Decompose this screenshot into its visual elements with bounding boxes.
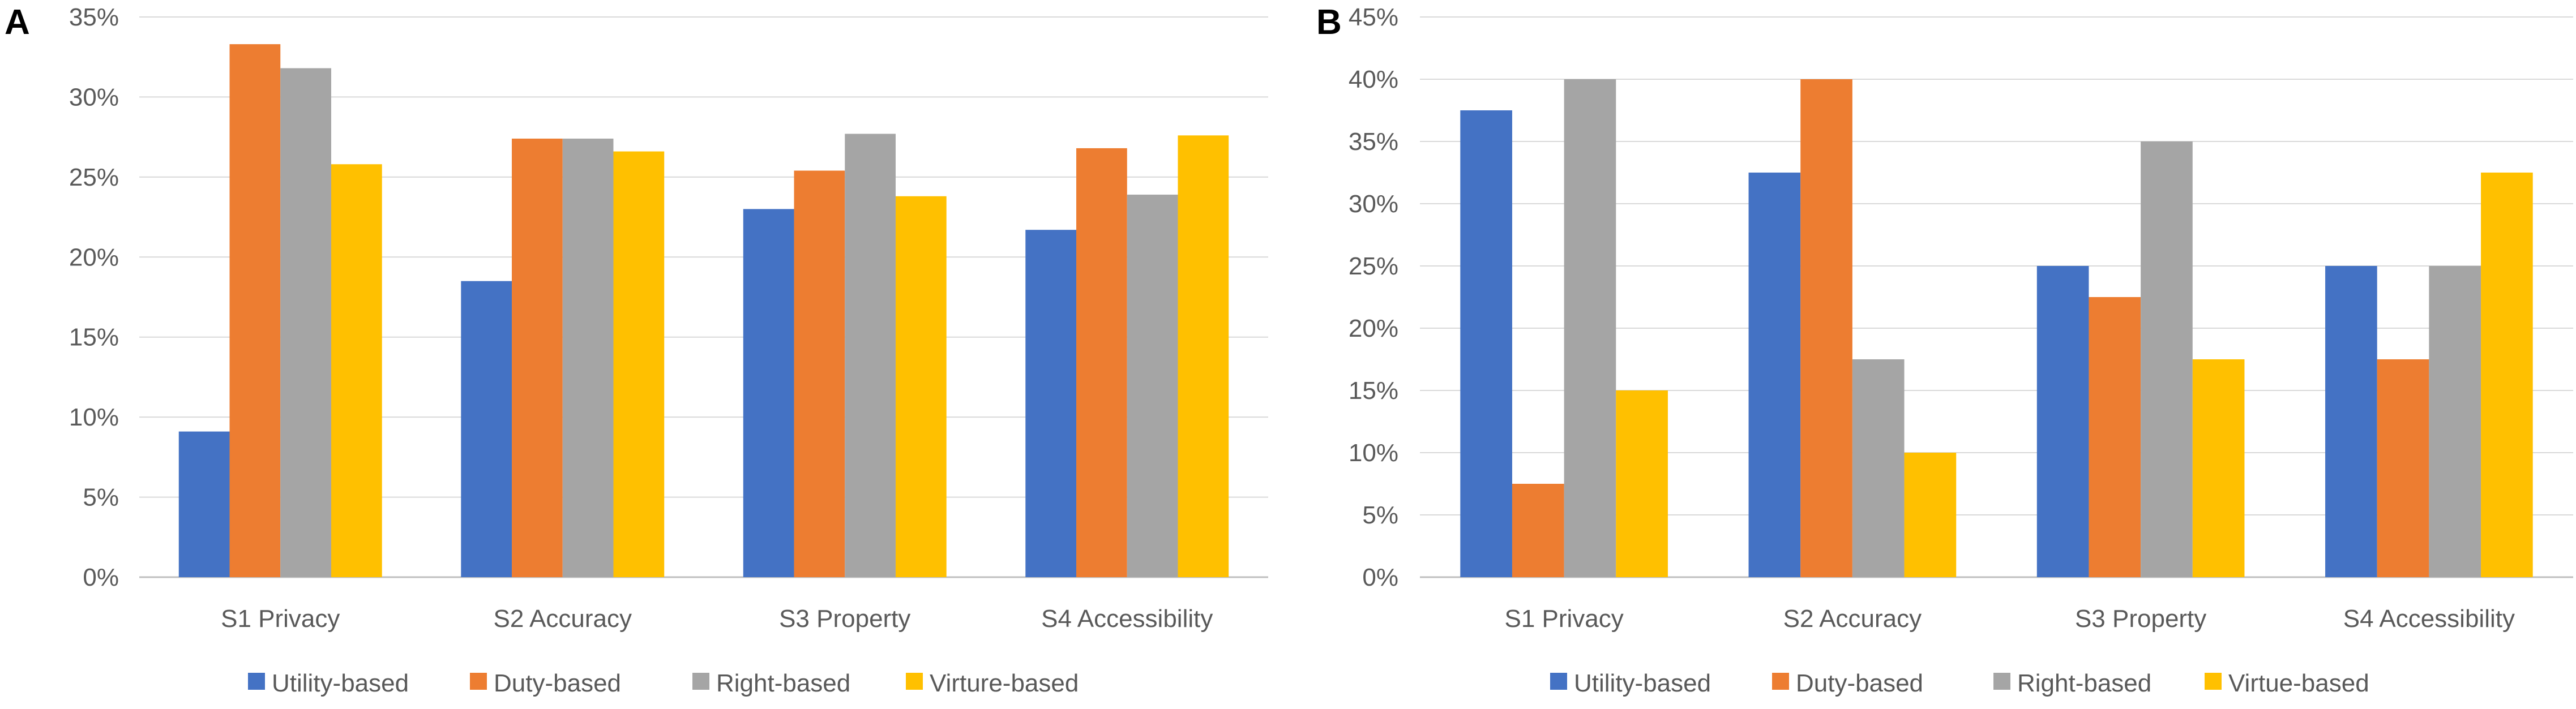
y-tick-label: 35% — [1349, 128, 1398, 156]
bar — [2036, 266, 2089, 577]
bar — [2481, 173, 2533, 577]
y-tick-label: 40% — [1349, 66, 1398, 93]
bar — [2429, 266, 2481, 577]
legend-label: Virture-based — [930, 669, 1079, 697]
panel-label: A — [5, 3, 30, 42]
bar — [1748, 173, 1801, 577]
chart-panel-b: B 0% 5% 10% 15% 20% 25% 30% 35% 40% 45% S1 Privacy S… — [1316, 3, 2573, 697]
bar — [1800, 79, 1852, 577]
chart-panel-a: A 0% 5% 10% 15% 20% 25% 30% 35% S1 Privacy S2 Accu… — [5, 3, 1268, 697]
y-tick-label: 10% — [69, 403, 119, 431]
panel-label: B — [1316, 3, 1342, 42]
legend-label: Virtue-based — [2228, 669, 2369, 697]
category-label: S2 Accuracy — [493, 605, 632, 633]
bar — [1025, 230, 1077, 577]
bar — [1564, 79, 1616, 577]
y-tick-label: 10% — [1349, 439, 1398, 467]
legend-swatch — [1993, 673, 2010, 690]
y-tick-label: 5% — [1362, 501, 1398, 529]
legend-swatch — [692, 673, 709, 690]
y-tick-label: 25% — [69, 164, 119, 191]
bar — [1852, 359, 1905, 577]
y-tick-label: 15% — [1349, 377, 1398, 405]
legend-swatch — [248, 673, 265, 690]
bar — [1460, 110, 1512, 577]
bar — [743, 209, 794, 577]
bar — [1127, 194, 1178, 577]
bar — [895, 196, 947, 577]
y-tick-label: 15% — [69, 324, 119, 351]
y-tick-label: 20% — [69, 243, 119, 271]
bar — [331, 164, 382, 577]
y-tick-label: 45% — [1349, 3, 1398, 31]
bar — [461, 281, 512, 577]
legend-swatch — [1550, 673, 1567, 690]
bar — [1616, 390, 1668, 577]
y-tick-label: 35% — [69, 3, 119, 31]
y-tick-label: 20% — [1349, 315, 1398, 342]
y-tick-label: 0% — [83, 564, 119, 591]
y-tick-label: 25% — [1349, 252, 1398, 280]
legend-label: Duty-based — [494, 669, 621, 697]
bar — [2377, 359, 2429, 577]
legend-swatch — [470, 673, 487, 690]
bar — [2192, 359, 2245, 577]
category-label: S4 Accessibility — [1041, 605, 1213, 633]
bar — [2325, 266, 2377, 577]
legend-swatch — [1772, 673, 1789, 690]
legend-label: Right-based — [716, 669, 850, 697]
legend-label: Right-based — [2017, 669, 2151, 697]
legend-label: Duty-based — [1796, 669, 1923, 697]
bar — [2141, 141, 2193, 577]
y-tick-label: 30% — [69, 83, 119, 111]
bar — [2089, 297, 2141, 577]
category-label: S3 Property — [779, 605, 910, 633]
bar — [1076, 148, 1127, 577]
bar — [280, 68, 331, 577]
bar — [562, 138, 614, 577]
bar — [229, 44, 281, 578]
legend-swatch — [906, 673, 923, 690]
bar — [512, 138, 563, 577]
y-tick-label: 30% — [1349, 190, 1398, 218]
bar — [845, 134, 896, 577]
y-tick-label: 5% — [83, 484, 119, 512]
legend-label: Utility-based — [1574, 669, 1711, 697]
category-label: S2 Accuracy — [1783, 605, 1922, 633]
y-tick-label: 0% — [1362, 564, 1398, 591]
category-label: S4 Accessibility — [2343, 605, 2515, 633]
bar — [178, 431, 230, 577]
bar — [613, 151, 665, 578]
category-label: S1 Privacy — [1504, 605, 1623, 633]
category-label: S1 Privacy — [221, 605, 340, 633]
legend-label: Utility-based — [272, 669, 409, 697]
category-label: S3 Property — [2075, 605, 2206, 633]
bar — [1178, 135, 1229, 578]
legend-swatch — [2205, 673, 2222, 690]
bar — [1512, 484, 1564, 577]
bar — [1904, 453, 1957, 577]
bar — [794, 170, 845, 577]
